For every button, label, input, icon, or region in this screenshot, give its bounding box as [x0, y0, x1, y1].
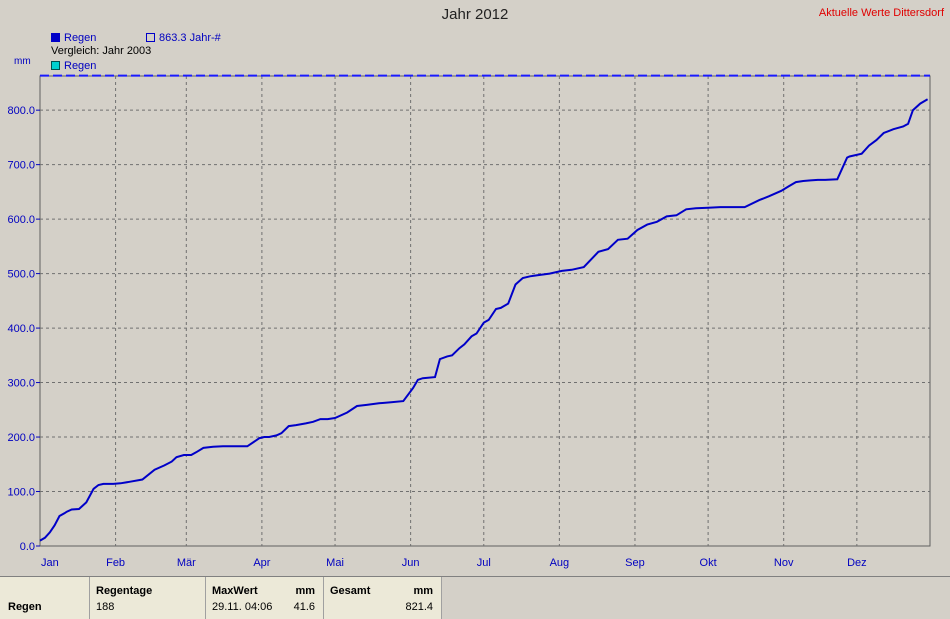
y-tick-label: 0.0	[20, 541, 35, 553]
x-tick-label: Dez	[847, 557, 867, 569]
footer-maxwert-cell: MaxWert mm 29.11. 04:06 41.6	[206, 577, 324, 619]
footer-regentage-cell: Regentage 188	[90, 577, 206, 619]
x-tick-label: Mär	[177, 557, 196, 569]
maxwert-unit: mm	[295, 585, 315, 597]
x-tick-label: Jun	[402, 557, 420, 569]
maxwert-header: MaxWert	[212, 585, 258, 597]
legend-swatch-cyan-icon	[51, 61, 60, 70]
summary-footer: Regen Regentage 188 MaxWert mm 29.11. 04…	[0, 576, 950, 619]
plot-area	[39, 75, 931, 547]
y-axis-unit: mm	[14, 56, 31, 67]
rain-chart: 0.0 100.0 200.0 300.0 400.0 500.0 600.0 700.0 80…	[7, 74, 931, 569]
legend-item-compare-regen[interactable]: Regen	[51, 60, 96, 72]
y-axis: 0.0 100.0 200.0 300.0 400.0 500.0 600.0 700.0 80…	[7, 105, 40, 553]
x-tick-label: Jan	[41, 557, 59, 569]
legend-swatch-filled-icon	[51, 33, 60, 42]
legend-item-mean[interactable]: 863.3 Jahr-#	[146, 32, 221, 44]
x-tick-label: Aug	[550, 557, 570, 569]
regentage-header: Regentage	[96, 585, 153, 597]
series-line-regen	[39, 98, 929, 542]
x-tick-label: Okt	[700, 557, 717, 569]
x-tick-label: Sep	[625, 557, 645, 569]
legend-label: Regen	[64, 32, 97, 44]
y-tick-label: 700.0	[7, 160, 35, 172]
y-tick-label: 100.0	[7, 487, 35, 499]
footer-row-label-cell: Regen	[0, 577, 90, 619]
x-tick-label: Nov	[774, 557, 794, 569]
legend-label: 863.3 Jahr-#	[159, 32, 221, 44]
y-tick-label: 800.0	[7, 105, 35, 117]
maxwert-value: 41.6	[293, 601, 315, 613]
x-tick-label: Feb	[106, 557, 125, 569]
regentage-value: 188	[96, 601, 115, 613]
x-tick-label: Jul	[477, 557, 491, 569]
gesamt-unit: mm	[413, 585, 433, 597]
x-tick-label: Mai	[326, 557, 344, 569]
y-tick-label: 400.0	[7, 323, 35, 335]
x-tick-label: Apr	[253, 557, 270, 569]
compare-label: Vergleich: Jahr 2003	[51, 45, 152, 57]
y-tick-label: 500.0	[7, 269, 35, 281]
y-tick-label: 200.0	[7, 432, 35, 444]
x-axis: Jan Feb Mär Apr Mai Jun Jul Aug Sep Okt Nov Dez	[41, 557, 867, 569]
grid	[40, 76, 930, 546]
gesamt-header: Gesamt	[330, 585, 371, 597]
legend-swatch-outline-icon	[146, 33, 155, 42]
legend-label: Regen	[64, 60, 97, 72]
footer-gesamt-cell: Gesamt mm 821.4	[324, 577, 442, 619]
legend-item-regen[interactable]: Regen	[51, 32, 96, 44]
chart-title: Jahr 2012	[441, 6, 509, 23]
footer-row-label: Regen	[8, 601, 42, 613]
maxwert-date: 29.11. 04:06	[212, 601, 273, 613]
station-label: Aktuelle Werte Dittersdorf	[818, 7, 944, 19]
gesamt-value: 821.4	[405, 601, 433, 613]
y-tick-label: 600.0	[7, 214, 35, 226]
y-tick-label: 300.0	[7, 378, 35, 390]
